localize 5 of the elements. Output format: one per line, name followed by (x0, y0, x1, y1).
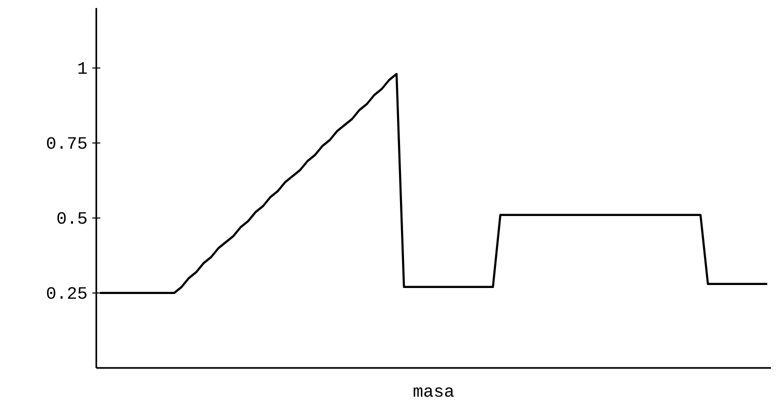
x-axis-title: masa (414, 387, 454, 397)
y-tick-label: 0.5 (57, 212, 86, 224)
y-tick-label: 0.25 (47, 287, 86, 299)
y-tick-label: 0.75 (47, 137, 86, 149)
y-tick-label: 1 (78, 62, 87, 74)
